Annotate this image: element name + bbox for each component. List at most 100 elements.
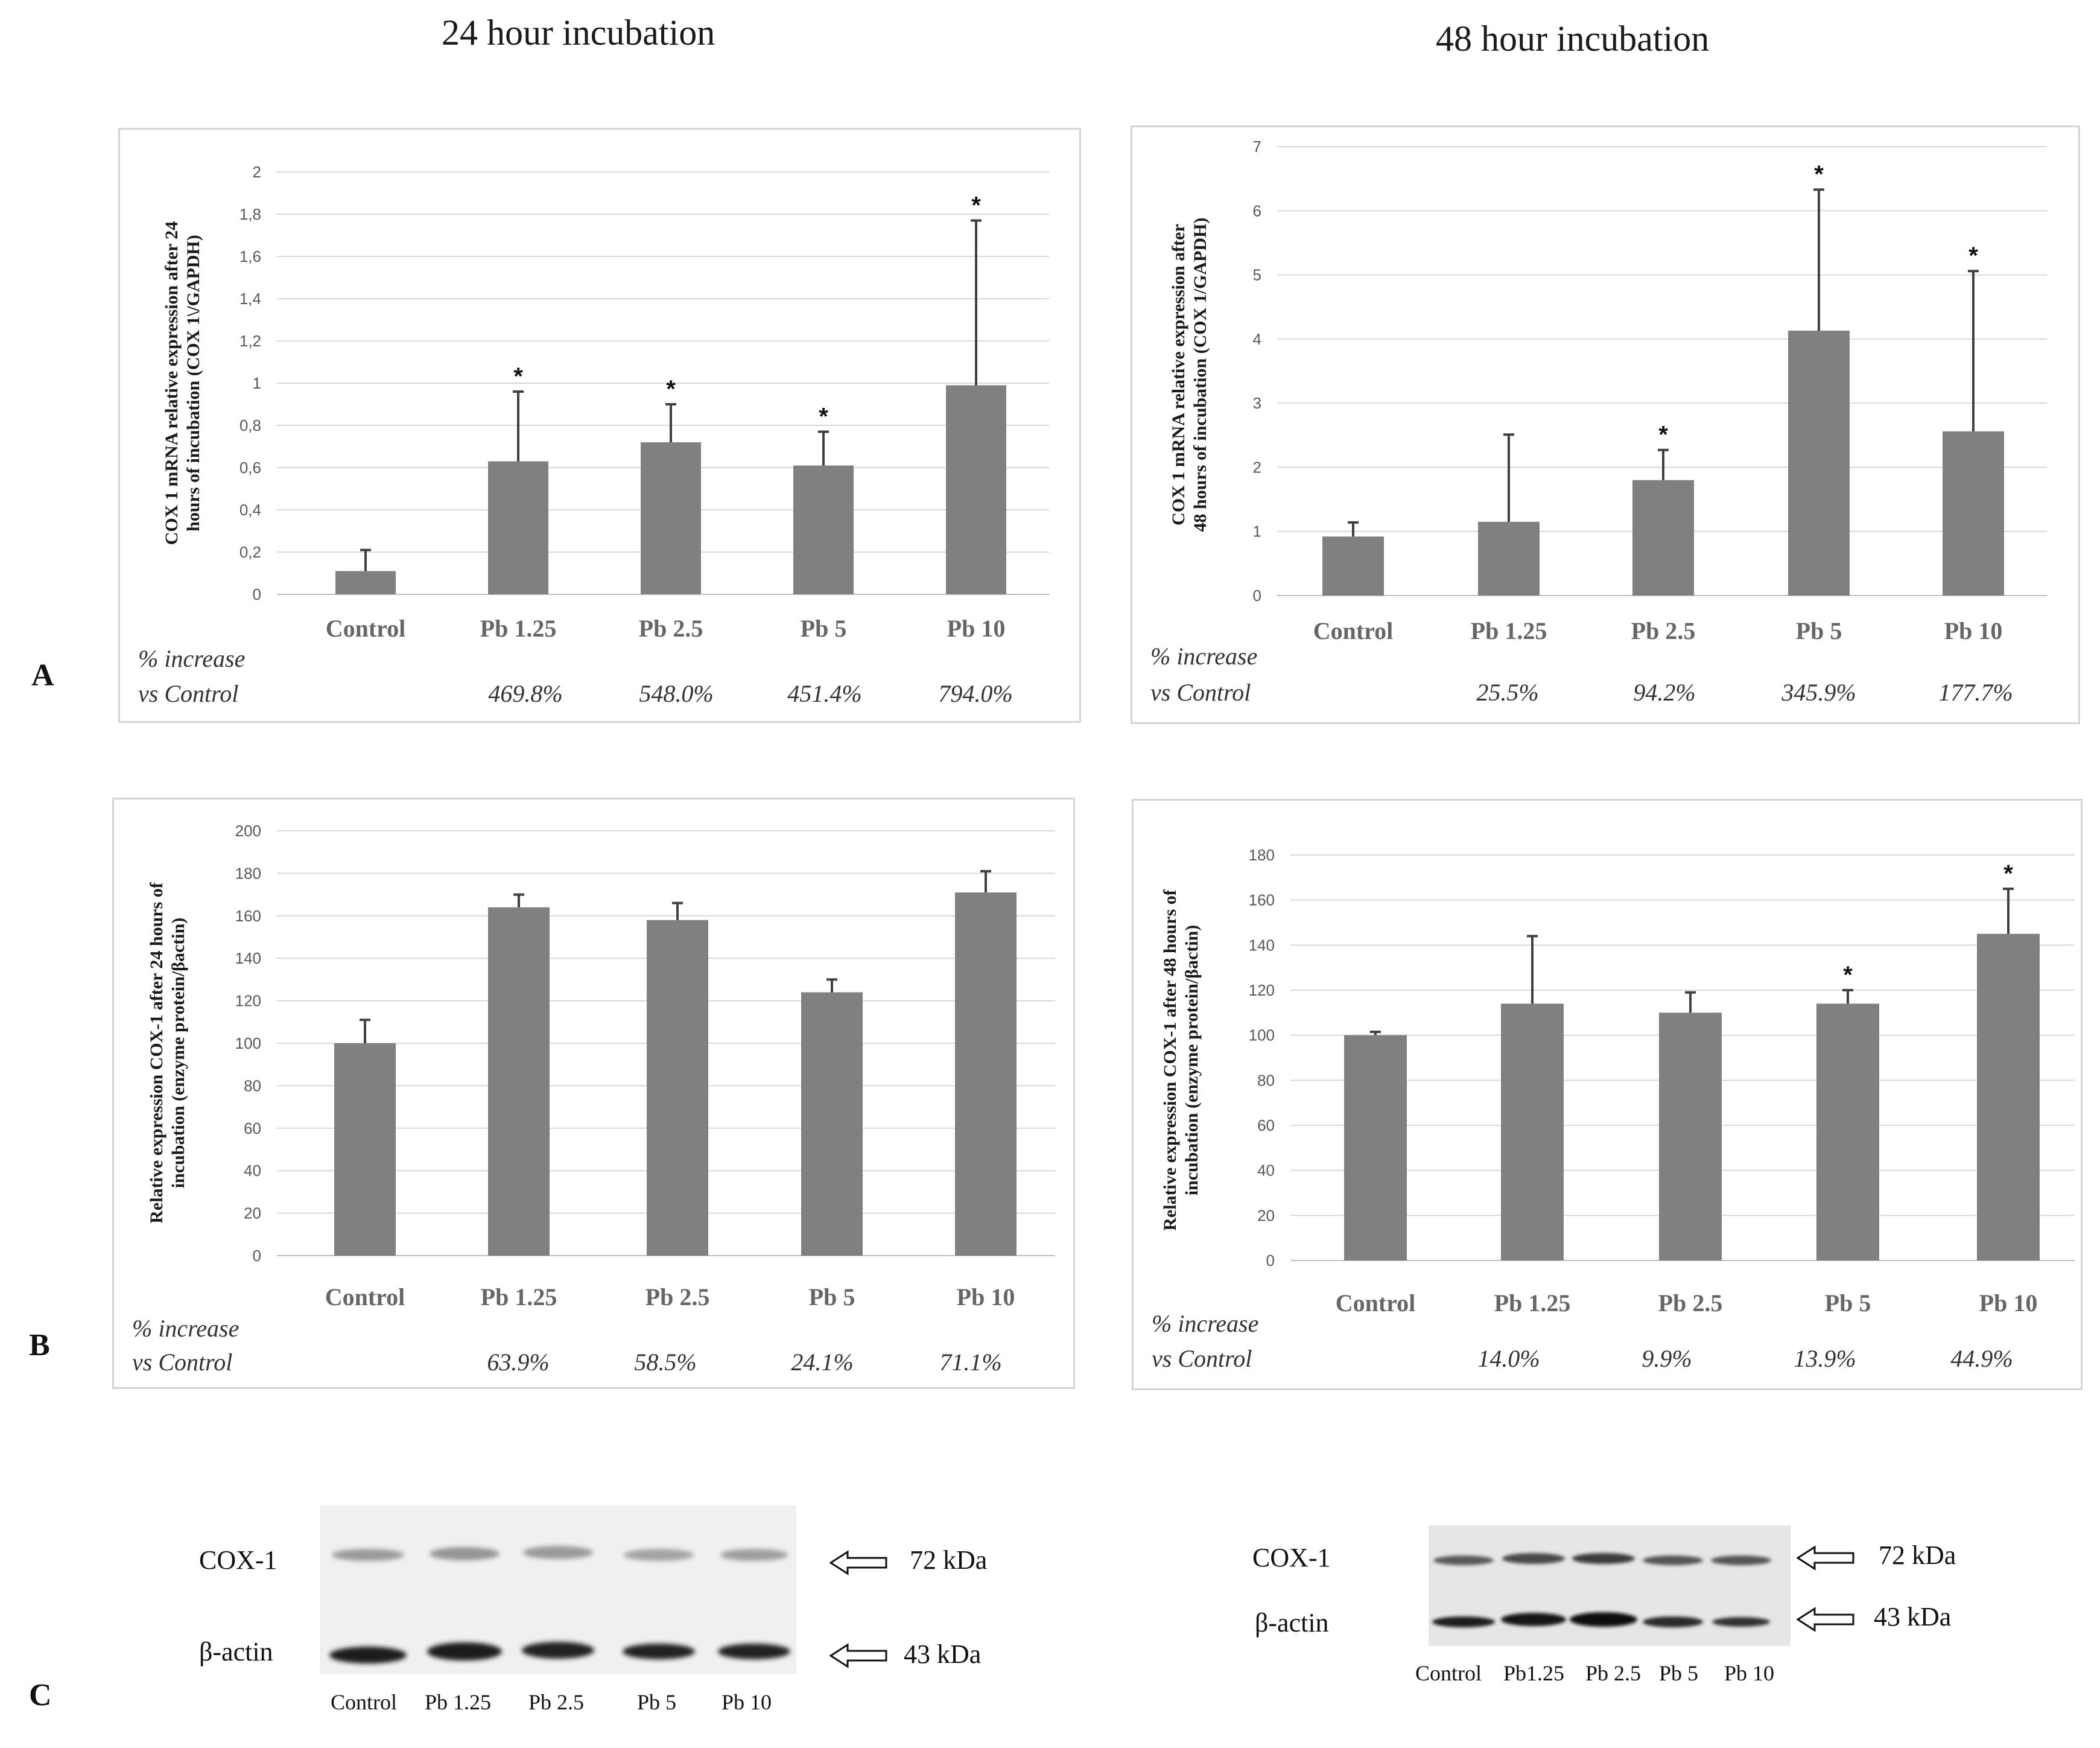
percent-increase-label: vs Control xyxy=(1150,679,1251,706)
y-tick-label: 1 xyxy=(1253,523,1261,541)
percent-increase-value: 24.1% xyxy=(791,1349,853,1376)
y-tick-label: 6 xyxy=(1253,202,1261,220)
significance-marker: * xyxy=(1843,962,1853,988)
blot-bands-24h xyxy=(320,1505,796,1674)
significance-marker: * xyxy=(1658,422,1668,448)
blot-lane-control-48h: Control xyxy=(1415,1661,1482,1685)
category-label: Pb 10 xyxy=(947,615,1006,642)
y-axis-label-line: 48 hours of incubation (COX 1/GAPDH) xyxy=(1190,218,1210,532)
y-tick-label: 4 xyxy=(1253,330,1261,348)
y-tick-label: 1,8 xyxy=(240,205,261,223)
blot-actin-label: β-actin xyxy=(1255,1608,1329,1638)
y-axis-label-line: incubation (enzyme protein/βactin) xyxy=(168,918,188,1189)
significance-marker: * xyxy=(666,376,676,402)
significance-marker: * xyxy=(513,363,523,390)
y-axis-label-line: COX 1 mRNA relative expression after xyxy=(1169,224,1188,526)
bar xyxy=(1943,431,2004,596)
category-label: Pb 10 xyxy=(1979,1289,2038,1317)
category-label: Control xyxy=(1313,617,1394,644)
y-tick-label: 120 xyxy=(1249,981,1275,999)
blot-cox1-label: COX-1 xyxy=(199,1545,278,1575)
category-label: Pb 1.25 xyxy=(1471,617,1547,644)
bar xyxy=(793,465,854,594)
y-tick-label: 5 xyxy=(1253,266,1261,284)
bar xyxy=(335,571,396,594)
significance-marker: * xyxy=(1968,243,1978,269)
panel-letter-a: A xyxy=(31,658,54,693)
percent-increase-value: 94.2% xyxy=(1633,679,1695,706)
blot-cox1-label: COX-1 xyxy=(1252,1543,1331,1572)
y-tick-label: 0 xyxy=(253,585,261,603)
category-label: Pb 2.5 xyxy=(1631,617,1696,644)
y-tick-label: 160 xyxy=(235,907,261,925)
y-tick-label: 100 xyxy=(1249,1026,1275,1044)
bar xyxy=(1478,521,1540,596)
bar xyxy=(1977,933,2040,1260)
blot-lane-pb125-24h: Pb 1.25 xyxy=(425,1690,492,1714)
significance-marker: * xyxy=(971,192,981,219)
category-label: Pb 5 xyxy=(809,1283,855,1311)
percent-increase-value: 63.9% xyxy=(487,1349,549,1376)
category-label: Pb 2.5 xyxy=(646,1283,710,1311)
category-label: Control xyxy=(326,615,406,642)
y-tick-label: 100 xyxy=(235,1034,261,1052)
chart-svg: 0 0,2 0,4 0,6 0,8 1 1,2 1,4 1,6 1,8 2 COX 1 mRNA re… xyxy=(138,163,1049,707)
bar xyxy=(801,992,863,1256)
category-label: Pb 1.25 xyxy=(481,1283,557,1311)
bar xyxy=(1816,1003,1879,1260)
y-tick-label: 7 xyxy=(1253,138,1261,156)
chart-svg: 0 20 40 60 80 100 120 140 160 180 200 Relative expr… xyxy=(132,822,1055,1376)
y-tick-label: 40 xyxy=(244,1162,261,1180)
category-label: Pb 5 xyxy=(1825,1289,1871,1317)
blot-image-48h xyxy=(1429,1525,1791,1646)
chart-a-48h: 0 1 2 3 4 5 6 7 COX 1 mRNA relative expression a… xyxy=(1131,126,2080,724)
bar xyxy=(1632,480,1694,596)
arrow-icon-72kda-24h xyxy=(830,1550,887,1575)
percent-increase-value: 58.5% xyxy=(634,1349,696,1376)
blot-bands-48h xyxy=(1429,1525,1791,1646)
bar xyxy=(647,920,708,1256)
y-tick-label: 0 xyxy=(253,1247,261,1265)
percent-increase-value: 9.9% xyxy=(1642,1345,1692,1372)
y-axis-label-line: Relative expression COX-1 after 24 hours… xyxy=(147,882,167,1223)
y-axis-label: COX 1 mRNA relative expression after 48 h… xyxy=(1169,218,1210,532)
category-label: Pb 1.25 xyxy=(1494,1289,1571,1317)
y-axis-label: Relative expression COX-1 after 24 hours… xyxy=(147,882,188,1223)
percent-increase-value: 345.9% xyxy=(1781,679,1856,706)
y-tick-label: 1,2 xyxy=(240,332,261,350)
y-tick-label: 80 xyxy=(1257,1071,1275,1089)
chart-b-24h: 0 20 40 60 80 100 120 140 160 180 200 Relative expr… xyxy=(112,798,1075,1389)
significance-marker: * xyxy=(819,404,828,430)
bar xyxy=(955,892,1017,1256)
title-48h: 48 hour incubation xyxy=(1436,19,1710,59)
percent-increase-label: % increase xyxy=(138,645,245,672)
percent-increase-value: 548.0% xyxy=(639,680,713,707)
arrow-icon-72kda-48h xyxy=(1797,1545,1854,1571)
arrow-icon-43kda-24h xyxy=(830,1643,887,1668)
y-tick-label: 180 xyxy=(235,864,261,882)
y-tick-label: 0 xyxy=(1266,1251,1275,1270)
bar xyxy=(641,442,701,594)
y-tick-label: 0,8 xyxy=(240,416,261,434)
y-tick-label: 2 xyxy=(1253,458,1261,476)
blot-kda-43-24h: 43 kDa xyxy=(904,1639,982,1669)
y-tick-label: 1 xyxy=(253,374,261,392)
blot-lane-pb125-48h: Pb1.25 xyxy=(1503,1661,1565,1685)
chart-svg: 0 1 2 3 4 5 6 7 COX 1 mRNA relative expression a… xyxy=(1150,138,2047,706)
bar xyxy=(488,907,550,1256)
y-tick-label: 20 xyxy=(1257,1206,1275,1224)
bar xyxy=(1659,1012,1722,1260)
blot-image-24h xyxy=(320,1505,796,1674)
panel-letter-b: B xyxy=(29,1328,50,1362)
category-label: Pb 10 xyxy=(957,1283,1015,1311)
y-tick-label: 1,6 xyxy=(240,247,261,265)
bar xyxy=(1788,331,1850,596)
y-tick-label: 40 xyxy=(1257,1162,1275,1180)
blot-lane-pb10-48h: Pb 10 xyxy=(1724,1661,1775,1685)
y-tick-label: 140 xyxy=(1249,936,1275,954)
percent-increase-value: 14.0% xyxy=(1477,1345,1540,1372)
y-tick-label: 60 xyxy=(244,1119,261,1137)
panel-letter-c: C xyxy=(29,1678,52,1712)
y-tick-label: 0,4 xyxy=(240,501,261,519)
percent-increase-label: % increase xyxy=(1152,1310,1258,1337)
